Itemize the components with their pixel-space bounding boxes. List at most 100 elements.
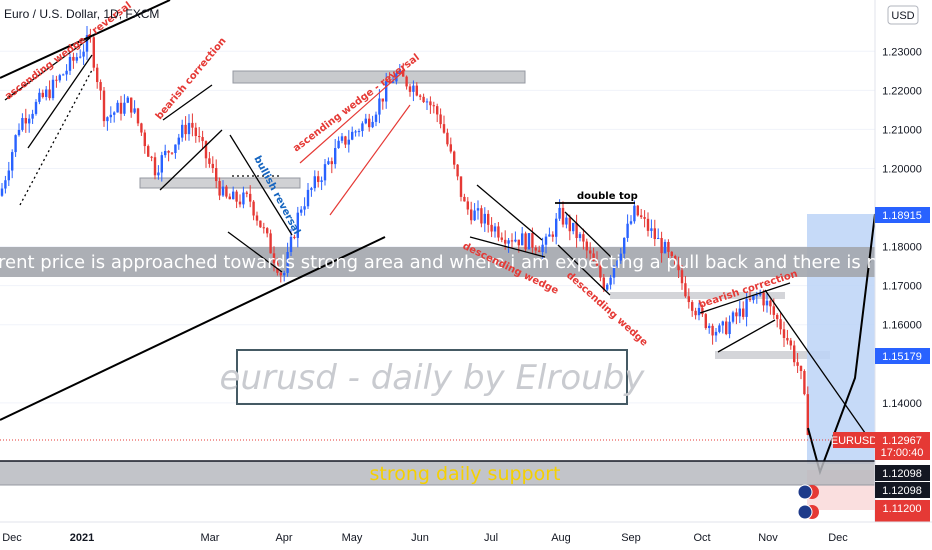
long-support-trendline: [0, 236, 386, 421]
comment-banner: [0, 247, 875, 277]
candle-body: [153, 157, 157, 176]
candle-body: [24, 118, 27, 124]
candle-body: [109, 114, 112, 118]
candle-body: [504, 239, 507, 244]
candle-body: [521, 233, 524, 246]
candle-body: [85, 35, 89, 52]
candle-body: [191, 122, 194, 128]
price-tags: 1.18915 1.15179 EURUSD 1.12967 17:00:40 …: [831, 207, 930, 522]
candle-body: [310, 188, 313, 190]
candle-body: [300, 209, 303, 213]
candle-body: [0, 188, 4, 196]
candle-body: [558, 207, 561, 219]
candle-body: [330, 161, 333, 165]
candle-body: [555, 218, 558, 237]
candle-body: [17, 129, 21, 136]
candle-body: [609, 277, 612, 285]
annotation-double-top: double top: [577, 191, 638, 202]
candle-body: [422, 96, 425, 103]
candle-body: [789, 340, 792, 346]
candle-body: [337, 140, 340, 149]
candle-body: [599, 265, 602, 278]
candle-body: [130, 97, 133, 113]
candle-body: [262, 227, 265, 229]
wedge2-bottom-line: [329, 104, 411, 216]
time-tick-label: Sep: [621, 532, 641, 544]
candle-body: [184, 124, 187, 135]
candle-body: [633, 205, 636, 222]
candle-body: [211, 163, 214, 169]
symbol-tag: [833, 432, 875, 448]
candle-body: [164, 150, 167, 156]
candle-body: [218, 181, 221, 196]
candle-body: [697, 307, 701, 316]
candle-body: [663, 241, 667, 254]
time-axis[interactable]: [0, 522, 932, 550]
currency-button[interactable]: [887, 5, 919, 25]
correction1-bottom-line: [159, 129, 223, 191]
bullish-wedge-bottom: [227, 231, 283, 273]
candle-body: [490, 224, 493, 232]
candle-body: [225, 186, 228, 197]
candle-body: [606, 284, 609, 290]
candle-body: [691, 302, 694, 311]
candle-body: [347, 139, 350, 145]
event-icon-eu[interactable]: [797, 484, 813, 500]
candle-body: [493, 226, 497, 232]
candle-body: [612, 266, 616, 278]
correction1-top-line: [162, 84, 213, 121]
zone-box-oct: [715, 351, 830, 359]
candle-body: [378, 98, 381, 115]
candle-body: [765, 300, 769, 306]
candle-body: [371, 121, 374, 128]
candle-body: [31, 113, 34, 119]
downtrend-line: [764, 289, 871, 441]
candle-body: [466, 201, 469, 210]
economic-event-icons[interactable]: [797, 484, 819, 520]
candle-body: [483, 213, 486, 224]
candle-body: [538, 250, 541, 253]
candle-body: [752, 295, 755, 301]
candle-body: [143, 132, 146, 147]
candle-body: [657, 237, 660, 240]
candle-body: [62, 74, 65, 76]
candle-body: [204, 141, 208, 159]
candle-body: [680, 270, 684, 284]
candle-body: [123, 102, 126, 114]
candle-body: [748, 298, 752, 301]
candle-body: [487, 213, 490, 225]
candle-body: [354, 131, 357, 133]
candles: [0, 26, 809, 436]
candle-body: [283, 272, 286, 276]
candle-body: [640, 215, 643, 218]
candle-body: [480, 208, 483, 224]
pattern-lines: [0, 0, 876, 476]
candle-body: [357, 131, 361, 133]
candle-body: [38, 92, 41, 102]
candle-body: [160, 155, 163, 173]
candle-body: [704, 314, 707, 329]
candle-body: [126, 97, 129, 103]
candle-body: [786, 337, 789, 341]
candle-body: [293, 236, 296, 238]
candle-body: [782, 329, 786, 338]
desc-wedge1-top: [476, 184, 543, 241]
candle-body: [425, 101, 429, 103]
candle-body: [157, 172, 160, 176]
candle-body: [391, 81, 395, 83]
candle-body: [769, 300, 772, 307]
event-icon-eu-2[interactable]: [797, 504, 813, 520]
candle-body: [470, 209, 473, 221]
time-tick-label: Dec: [2, 532, 22, 544]
candle-body: [181, 124, 184, 138]
projection-path: [807, 213, 876, 476]
candle-body: [340, 136, 344, 141]
candle-body: [694, 310, 697, 316]
candle-body: [619, 253, 622, 261]
candle-body: [725, 321, 728, 335]
zone-box-sep: [610, 292, 785, 299]
time-tick-label: Apr: [275, 532, 292, 544]
price-tick-label: 1.14000: [882, 398, 922, 410]
candle-body: [327, 161, 330, 165]
